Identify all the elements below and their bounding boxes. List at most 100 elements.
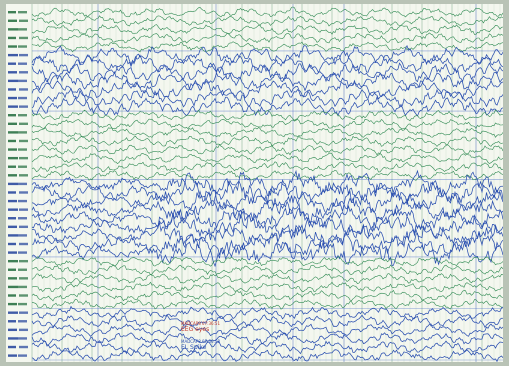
channel-label-mark [8, 114, 16, 117]
channel-label-mark [8, 199, 17, 203]
channel-label-mark [8, 10, 16, 14]
eeg-channel-trace [31, 24, 503, 35]
channel-label-mark [8, 79, 18, 83]
channel-label-mark [19, 122, 28, 126]
eeg-channel-trace [31, 331, 503, 346]
channel-label-mark [8, 234, 18, 237]
eeg-annotation-1: MADCAP8 07:36:51 EEG eyes [181, 322, 220, 333]
channel-label-mark [8, 96, 17, 100]
channel-label-mark [19, 345, 28, 349]
eeg-paper: MADCAP8 07:36:51 EEG eyes MADCAP8 07:36:… [6, 4, 503, 362]
channel-label-mark [19, 139, 28, 143]
channel-label-mark [8, 148, 17, 151]
eeg-channel-trace [31, 213, 503, 241]
channel-label-mark [8, 45, 17, 48]
channel-label-mark [19, 208, 28, 211]
channel-label-mark [8, 277, 17, 280]
channel-label-mark [8, 217, 16, 220]
eeg-channel-trace [31, 169, 503, 198]
channel-label-mark [18, 268, 27, 271]
channel-label-mark [18, 131, 27, 134]
eeg-annotation-1-label: EEG eyes [181, 326, 210, 333]
channel-label-mark [19, 259, 28, 263]
channel-label-mark [8, 208, 18, 211]
eeg-channel-trace [31, 239, 503, 268]
channel-label-mark [18, 199, 27, 203]
channel-label-mark [18, 285, 27, 289]
eeg-annotation-2-small: MADCAP8 07:36:58 [181, 339, 220, 344]
eeg-channel-trace [32, 221, 503, 249]
eeg-channel-trace [31, 44, 503, 66]
eeg-channel-trace [31, 53, 503, 74]
eeg-channel-trace [31, 15, 503, 27]
channel-label-mark [18, 234, 27, 237]
channel-label-mark [19, 156, 28, 160]
eeg-channel-trace [31, 62, 503, 83]
channel-label-mark [19, 311, 28, 314]
channel-label-mark [18, 148, 27, 151]
channel-label-mark [18, 302, 27, 306]
channel-label-mark [8, 337, 18, 340]
eeg-channel-trace [31, 127, 503, 138]
channel-label-mark [18, 114, 27, 117]
channel-label-mark [8, 242, 16, 246]
eeg-channel-trace [31, 313, 503, 329]
channel-label-mark [18, 182, 27, 186]
channel-label-mark [19, 191, 28, 194]
eeg-channel-trace [31, 256, 503, 267]
eeg-channel-trace [31, 152, 503, 164]
channel-label-mark [18, 251, 27, 254]
channel-label-mark [8, 182, 18, 186]
eeg-channel-trace [31, 169, 503, 181]
channel-label-mark [19, 174, 28, 177]
channel-label-mark [18, 320, 27, 323]
channel-label-mark [8, 285, 18, 289]
channel-label-mark [8, 28, 18, 31]
channel-label-mark [18, 79, 27, 83]
channel-label-mark [18, 165, 27, 168]
eeg-channel-trace [31, 70, 503, 92]
eeg-channel-trace [31, 273, 503, 284]
channel-label-mark [8, 251, 17, 254]
channel-label-mark [8, 122, 17, 126]
channel-label-mark [8, 174, 17, 177]
channel-label-mark [8, 191, 16, 194]
channel-label-mark [8, 259, 18, 263]
eeg-channel-trace [31, 195, 503, 224]
channel-label-mark [8, 328, 17, 332]
channel-label-mark [8, 354, 17, 357]
eeg-channel-trace [31, 41, 503, 53]
channel-label-mark [8, 311, 18, 314]
eeg-channel-trace [31, 349, 503, 362]
channel-label-mark [18, 337, 27, 340]
channel-label-mark [18, 45, 27, 48]
eeg-channel-trace [31, 305, 503, 320]
eeg-channel-trace [31, 281, 503, 293]
channel-label-mark [19, 53, 28, 57]
eeg-channel-trace [31, 323, 503, 337]
eeg-channel-trace [31, 143, 503, 156]
channel-label-mark [18, 28, 27, 31]
channel-label-mark [8, 165, 16, 168]
channel-label-mark [8, 139, 16, 143]
eeg-traces [31, 6, 503, 362]
channel-label-mark [8, 268, 16, 271]
channel-label-mark [18, 62, 27, 65]
eeg-trace-canvas [8, 4, 503, 362]
channel-label-mark [8, 225, 17, 229]
eeg-annotation-1-small: MADCAP8 07:36:51 [181, 321, 220, 326]
channel-label-mark [19, 36, 28, 40]
channel-label-mark [18, 354, 27, 357]
channel-label-mark [8, 53, 18, 57]
eeg-channel-trace [31, 96, 503, 117]
eeg-annotation-2: MADCAP8 07:36:58 EL Spike [181, 340, 220, 351]
channel-label-mark [8, 131, 18, 134]
channel-label-mark [19, 225, 28, 229]
channel-label-mark [8, 19, 17, 22]
eeg-channel-trace [31, 203, 503, 232]
channel-label-mark [8, 36, 16, 40]
eeg-channel-trace [31, 231, 503, 258]
channel-label-mark [19, 19, 28, 22]
eeg-channel-trace [31, 87, 503, 109]
